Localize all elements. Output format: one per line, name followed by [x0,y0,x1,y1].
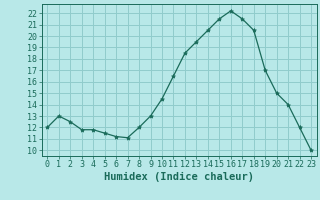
X-axis label: Humidex (Indice chaleur): Humidex (Indice chaleur) [104,172,254,182]
